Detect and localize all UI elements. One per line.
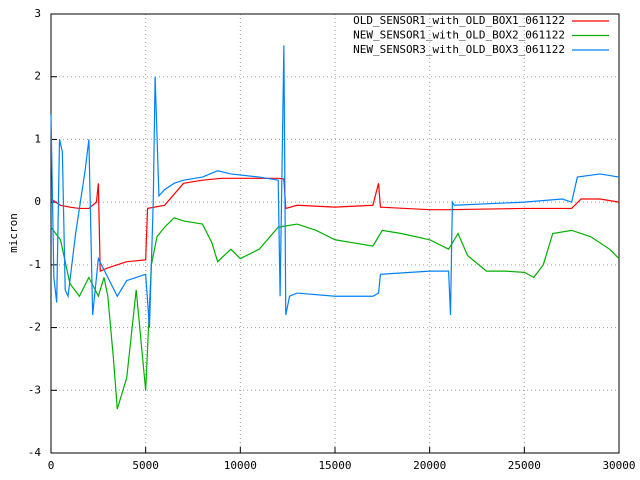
x-tick-label: 20000 xyxy=(413,459,446,472)
legend-label: NEW_SENSOR3_with_OLD_BOX3_061122 xyxy=(353,43,565,56)
data-line xyxy=(50,217,620,410)
y-tick-label: -4 xyxy=(28,446,42,459)
x-tick-label: 5000 xyxy=(132,459,159,472)
y-tick-label: 2 xyxy=(34,70,41,83)
data-line xyxy=(50,177,620,273)
legend-label: OLD_SENSOR1_with_OLD_BOX1_061122 xyxy=(353,14,565,27)
y-tick-label: -1 xyxy=(28,258,41,271)
x-tick-label: 10000 xyxy=(224,459,257,472)
x-tick-label: 0 xyxy=(48,459,55,472)
legend-label: NEW_SENSOR1_with_OLD_BOX2_061122 xyxy=(353,29,565,42)
y-tick-label: -2 xyxy=(28,321,41,334)
x-tick-label: 15000 xyxy=(318,459,351,472)
x-tick-label: 25000 xyxy=(508,459,541,472)
x-tick-label: 30000 xyxy=(602,459,635,472)
data-line xyxy=(50,45,620,328)
y-tick-label: 1 xyxy=(34,132,41,145)
y-tick-label: 3 xyxy=(34,7,41,20)
plot-frame xyxy=(50,13,620,454)
y-axis-label: micron xyxy=(7,213,20,253)
y-tick-label: 0 xyxy=(34,195,41,208)
y-tick-label: -3 xyxy=(28,383,41,396)
